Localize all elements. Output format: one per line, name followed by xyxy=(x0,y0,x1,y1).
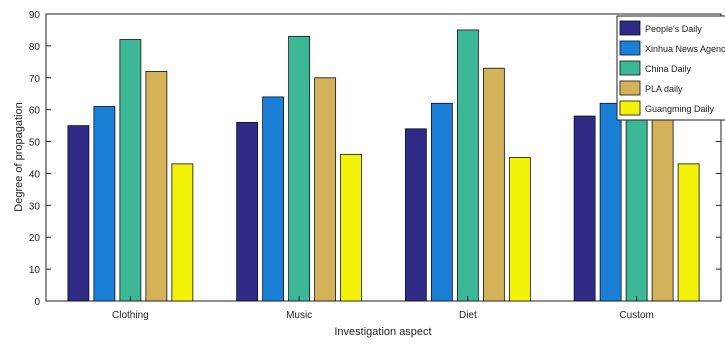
x-tick-label: Diet xyxy=(459,310,477,321)
y-tick-label: 50 xyxy=(29,138,41,149)
y-tick-label: 80 xyxy=(29,42,41,53)
bar xyxy=(93,106,116,302)
y-tick-label: 40 xyxy=(29,169,41,180)
bar xyxy=(145,71,168,302)
legend-swatch xyxy=(619,80,641,96)
bar xyxy=(456,29,479,302)
bar xyxy=(677,163,700,302)
bar xyxy=(430,102,453,302)
bar xyxy=(508,157,531,302)
bar xyxy=(236,122,259,302)
legend-label: China Daily xyxy=(645,64,692,74)
y-tick-label: 60 xyxy=(29,106,41,117)
x-axis-label: Investigation aspect xyxy=(334,326,431,338)
bar xyxy=(404,128,427,302)
bar xyxy=(119,39,142,302)
y-axis-label: Degree of propagation xyxy=(13,102,25,211)
legend-swatch xyxy=(619,100,641,116)
legend-swatch xyxy=(619,20,641,36)
legend-label: Xinhua News Agency xyxy=(645,44,725,54)
legend-label: People's Daily xyxy=(645,24,702,34)
legend-label: PLA daily xyxy=(645,84,683,94)
bar xyxy=(314,77,337,302)
bar xyxy=(67,125,90,302)
x-tick-label: Clothing xyxy=(112,310,149,321)
legend-label: Guangming Daily xyxy=(645,104,715,114)
bar xyxy=(573,115,596,302)
bar xyxy=(340,153,363,302)
y-tick-label: 70 xyxy=(29,74,41,85)
y-tick-label: 10 xyxy=(29,265,41,276)
x-axis: Clothing Music Diet Custom xyxy=(112,296,654,321)
legend: People's Daily Xinhua News Agency China Da… xyxy=(616,15,725,121)
bar xyxy=(482,67,505,302)
y-tick-label: 0 xyxy=(34,297,40,308)
bar xyxy=(288,35,311,302)
y-tick-label: 30 xyxy=(29,201,41,212)
x-tick-label: Custom xyxy=(619,310,653,321)
y-tick-label: 20 xyxy=(29,233,41,244)
bar xyxy=(599,102,622,302)
bar xyxy=(171,163,194,302)
bar xyxy=(262,96,285,302)
bars-layer xyxy=(67,29,700,302)
y-tick-label: 90 xyxy=(29,10,41,21)
y-axis: 0 10 20 30 40 50 60 70 80 90 xyxy=(29,10,721,308)
bar xyxy=(625,90,648,302)
x-tick-label: Music xyxy=(286,310,312,321)
legend-swatch xyxy=(619,60,641,76)
legend-swatch xyxy=(619,40,641,56)
